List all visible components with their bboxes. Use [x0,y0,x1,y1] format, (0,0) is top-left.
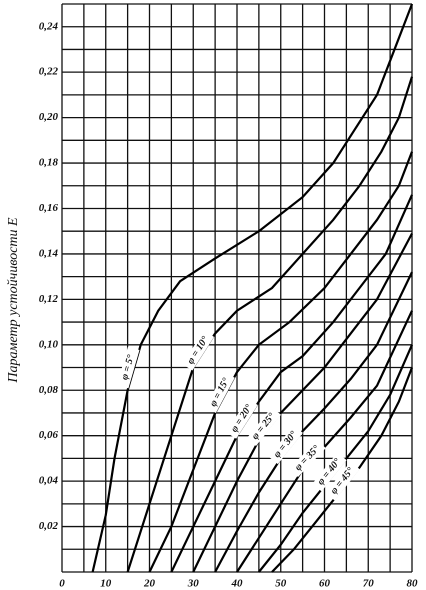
curve [170,194,414,573]
x-tick-label: 20 [143,578,156,590]
label-bg [226,398,258,439]
curve [148,151,414,573]
curve [91,3,414,573]
y-tick-label: 0,10 [39,338,59,350]
x-tick-label: 50 [275,578,287,590]
curve-label: φ = 30° [272,429,300,460]
label-bg [289,439,326,477]
y-tick-label: 0,08 [39,384,59,396]
y-tick-label: 0,12 [39,293,59,305]
curve-label: φ = 15° [208,376,232,408]
y-tick-label: 0,04 [39,475,59,487]
label-bg [325,461,360,501]
curve [126,76,414,573]
curve-label: φ = 25° [250,411,278,442]
label-bg [182,330,215,371]
y-tick-label: 0,20 [39,111,59,123]
label-bg [205,372,235,413]
label-bg [246,407,282,446]
x-tick-label: 80 [407,578,419,590]
label-bg [268,425,303,465]
label-bg [312,452,347,492]
y-tick-label: 0,06 [39,429,59,441]
x-tick-label: 60 [319,578,331,590]
curve [214,271,413,573]
label-bg [116,346,140,389]
y-tick-label: 0,22 [39,66,59,78]
x-tick-label: 40 [231,578,244,590]
y-tick-label: 0,14 [39,247,59,259]
curve [192,232,413,573]
x-tick-label: 0 [59,578,65,590]
y-axis-label: Параметр устойчивости E [6,217,21,384]
x-tick-label: 30 [187,578,200,590]
x-tick-label: 70 [363,578,375,590]
y-tick-label: 0,16 [39,202,59,214]
y-tick-label: 0,24 [39,20,59,32]
x-tick-label: 10 [100,578,112,590]
y-tick-label: 0,02 [39,520,59,532]
y-tick-label: 0,18 [39,157,59,169]
